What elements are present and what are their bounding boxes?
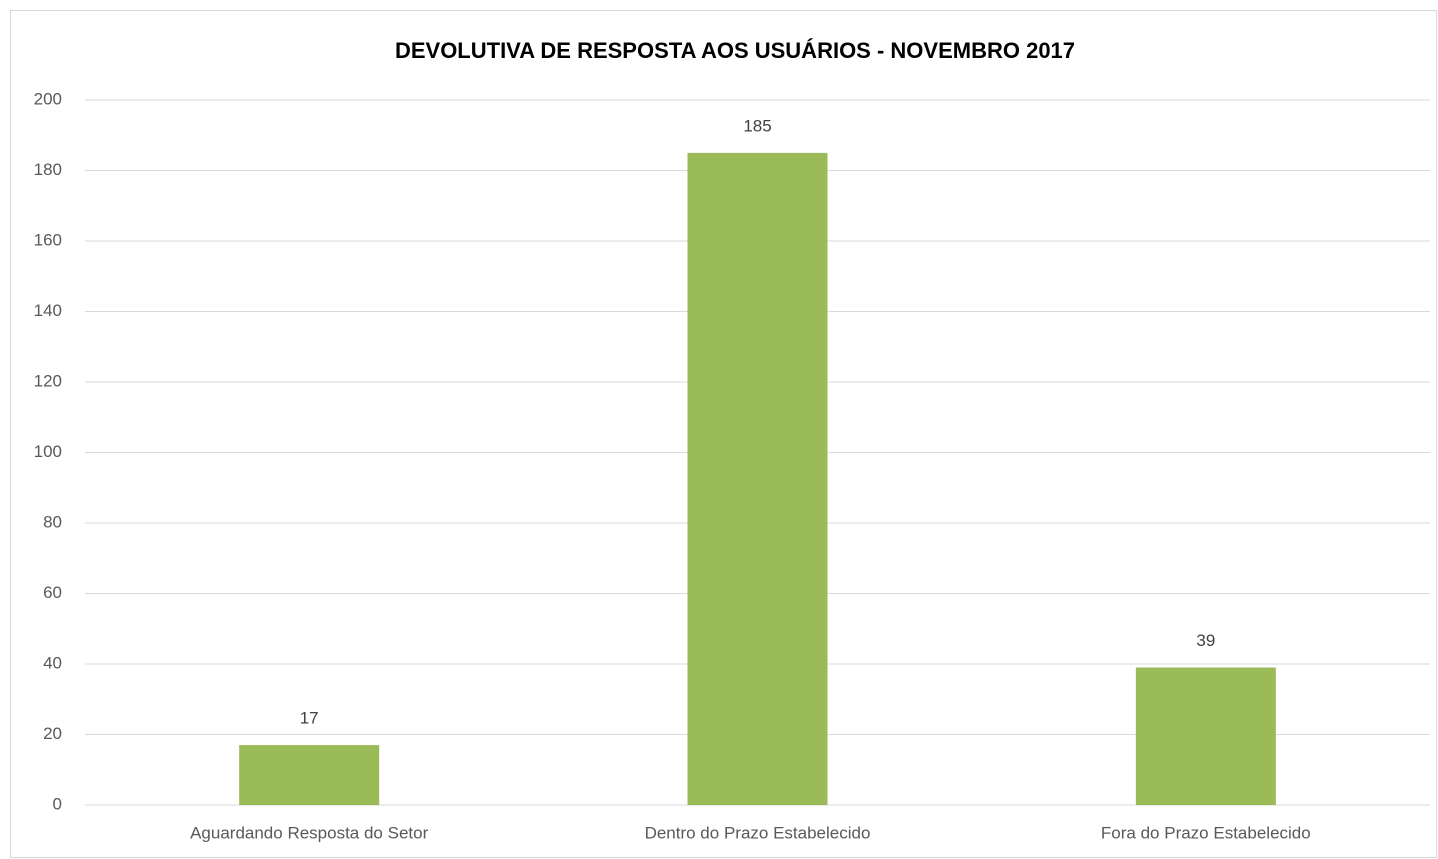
chart-title: DEVOLUTIVA DE RESPOSTA AOS USUÁRIOS - NO… <box>395 38 1075 63</box>
y-tick-label: 140 <box>34 301 62 320</box>
y-tick-label: 160 <box>34 230 62 249</box>
bar <box>1135 667 1276 805</box>
y-tick-label: 20 <box>43 724 62 743</box>
x-tick-label: Fora do Prazo Estabelecido <box>1101 823 1311 842</box>
y-tick-label: 200 <box>34 89 62 108</box>
data-label: 185 <box>743 116 771 135</box>
y-tick-label: 180 <box>34 160 62 179</box>
y-tick-label: 100 <box>34 442 62 461</box>
data-label: 17 <box>300 709 319 728</box>
y-tick-label: 120 <box>34 371 62 390</box>
y-tick-label: 80 <box>43 512 62 531</box>
bar <box>687 152 828 805</box>
y-tick-label: 60 <box>43 583 62 602</box>
data-label: 39 <box>1196 631 1215 650</box>
x-tick-label: Dentro do Prazo Estabelecido <box>645 823 871 842</box>
y-tick-label: 0 <box>53 794 62 813</box>
x-tick-label: Aguardando Resposta do Setor <box>190 823 429 842</box>
bar <box>239 745 380 805</box>
y-tick-label: 40 <box>43 653 62 672</box>
